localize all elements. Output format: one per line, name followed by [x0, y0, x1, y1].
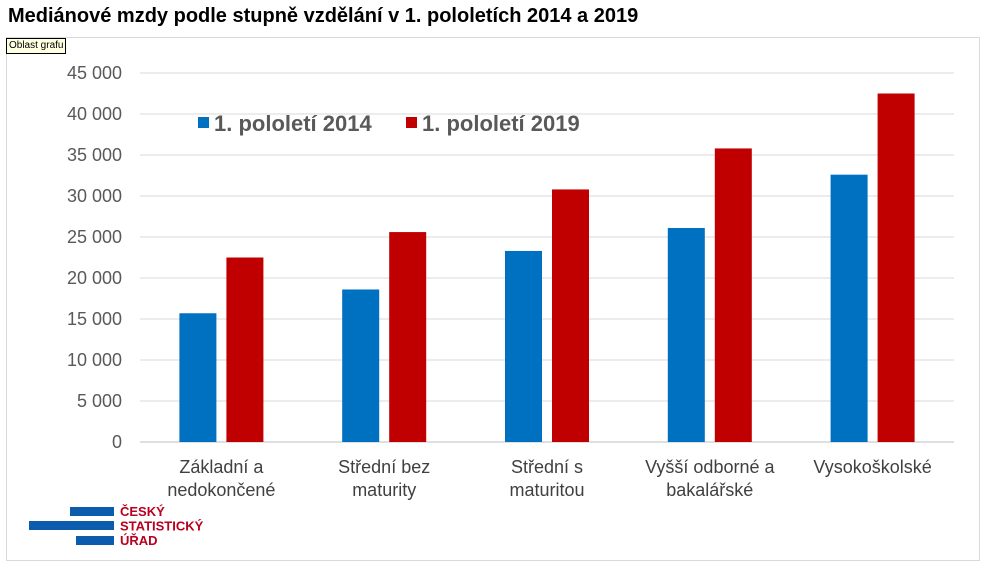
y-tick-label: 10 000 [67, 350, 122, 370]
logo-text: ČESKÝ [120, 504, 165, 519]
y-tick-label: 5 000 [77, 391, 122, 411]
bar-2019[interactable] [389, 232, 427, 442]
bar-2019[interactable] [552, 189, 589, 442]
x-tick-label: Základní a [179, 457, 264, 477]
bar-2014[interactable] [342, 289, 380, 442]
x-axis-labels: Základní a nedokončené Střední bez maturity… [167, 457, 931, 500]
x-tick-label: maturity [352, 480, 416, 500]
bar-2019[interactable] [714, 148, 752, 442]
x-tick-label: maturitou [509, 480, 584, 500]
bars [179, 93, 915, 443]
y-axis-ticks: 0 5 000 10 000 15 000 20 000 25 000 30 000 35 0… [67, 63, 122, 452]
legend: 1. pololetí 2014 1. pololetí 2019 [198, 111, 580, 136]
y-tick-label: 0 [112, 432, 122, 452]
bar-2014[interactable] [667, 227, 705, 442]
logo-bar [76, 536, 114, 545]
bar-2014[interactable] [830, 174, 868, 442]
y-tick-label: 45 000 [67, 63, 122, 83]
y-tick-label: 15 000 [67, 309, 122, 329]
y-tick-label: 40 000 [67, 104, 122, 124]
y-tick-label: 20 000 [67, 268, 122, 288]
chart-title: Mediánové mzdy podle stupně vzdělání v 1… [8, 5, 639, 27]
bar-2014[interactable] [179, 313, 217, 442]
bar-2019[interactable] [226, 257, 264, 443]
bar-2019[interactable] [877, 93, 915, 443]
logo-bar [29, 521, 114, 530]
x-tick-label: nedokončené [167, 480, 275, 500]
y-tick-label: 25 000 [67, 227, 122, 247]
y-tick-label: 30 000 [67, 186, 122, 206]
x-tick-label: Vysokoškolské [813, 457, 931, 477]
logo-text: STATISTICKÝ [120, 519, 204, 534]
legend-label: 1. pololetí 2014 [214, 111, 372, 136]
legend-label: 1. pololetí 2019 [422, 111, 580, 136]
chart-area[interactable] [6, 37, 980, 561]
x-tick-label: Střední s [511, 457, 583, 477]
x-tick-label: Vyšší odborné a [645, 457, 775, 477]
gridlines [140, 72, 954, 443]
chart-area-tooltip: Oblast grafu [6, 38, 67, 54]
logo-bar [70, 507, 114, 516]
x-tick-label: Střední bez [338, 457, 430, 477]
legend-swatch [406, 117, 417, 128]
x-tick-label: bakalářské [666, 480, 753, 500]
bar-2014[interactable] [505, 250, 542, 442]
logo-text: ÚŘAD [120, 533, 158, 548]
y-tick-label: 35 000 [67, 145, 122, 165]
legend-swatch [198, 117, 209, 128]
